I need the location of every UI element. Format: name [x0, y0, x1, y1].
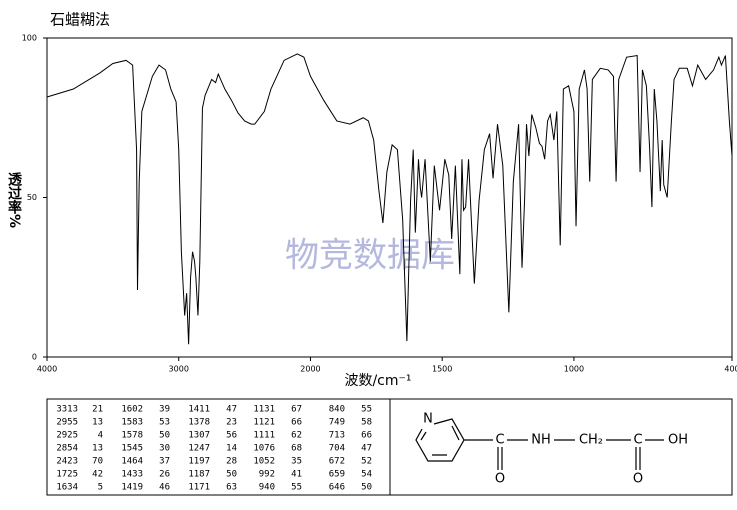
peak-wavenumber: 2854: [56, 444, 78, 454]
peak-wavenumber: 713: [329, 431, 345, 441]
peak-transmittance: 47: [226, 405, 237, 415]
x-tick-label: 2000: [300, 365, 320, 374]
peak-transmittance: 4: [98, 431, 103, 441]
y-axis-label: 透过率%: [6, 172, 22, 228]
peak-transmittance: 47: [361, 444, 372, 454]
peak-wavenumber: 646: [329, 483, 345, 493]
atom-label: C: [495, 433, 504, 448]
ring-double-bonds: [421, 426, 459, 455]
atom-label: N: [423, 412, 433, 427]
peak-transmittance: 63: [226, 483, 237, 493]
peak-wavenumber: 1433: [121, 470, 143, 480]
y-tick-label: 100: [22, 34, 37, 43]
x-tick-label: 1500: [432, 365, 452, 374]
peak-transmittance: 23: [226, 418, 237, 428]
peak-transmittance: 58: [361, 418, 372, 428]
peak-wavenumber: 1419: [121, 483, 143, 493]
x-axis-label: 波数/cm⁻¹: [344, 373, 411, 389]
peak-wavenumber: 940: [259, 483, 275, 493]
peak-wavenumber: 1602: [121, 405, 143, 415]
peak-wavenumber: 1171: [188, 483, 210, 493]
peak-transmittance: 35: [291, 457, 302, 467]
peak-wavenumber: 1307: [188, 431, 210, 441]
spectrum-line: [47, 54, 732, 344]
page: 石蜡糊法 物竞数据库 透过率% 波数/cm⁻¹ 4000300020001500…: [0, 0, 737, 510]
peak-transmittance: 70: [92, 457, 103, 467]
peak-wavenumber: 2955: [56, 418, 78, 428]
peak-wavenumber: 704: [329, 444, 345, 454]
peak-transmittance: 21: [92, 405, 103, 415]
peak-transmittance: 42: [92, 470, 103, 480]
peak-transmittance: 66: [291, 418, 302, 428]
peak-wavenumber: 1583: [121, 418, 143, 428]
peak-transmittance: 50: [159, 431, 170, 441]
peak-transmittance: 5: [98, 483, 103, 493]
peak-wavenumber: 1464: [121, 457, 143, 467]
peak-wavenumber: 1634: [56, 483, 78, 493]
peak-wavenumber: 1076: [253, 444, 275, 454]
peak-wavenumber: 1411: [188, 405, 210, 415]
peak-wavenumber: 659: [329, 470, 345, 480]
atom-label: NH: [531, 433, 551, 448]
peak-transmittance: 66: [361, 431, 372, 441]
peak-wavenumber: 1111: [253, 431, 275, 441]
peak-transmittance: 14: [226, 444, 237, 454]
peak-wavenumber: 992: [259, 470, 275, 480]
peak-transmittance: 55: [361, 405, 372, 415]
x-tick-label: 1000: [564, 365, 584, 374]
peak-transmittance: 53: [159, 418, 170, 428]
peak-wavenumber: 2925: [56, 431, 78, 441]
x-tick-label: 400: [724, 365, 737, 374]
peak-transmittance: 55: [291, 483, 302, 493]
peak-wavenumber: 672: [329, 457, 345, 467]
peak-wavenumber: 749: [329, 418, 345, 428]
peak-transmittance: 28: [226, 457, 237, 467]
peak-wavenumber: 1545: [121, 444, 143, 454]
peak-transmittance: 54: [361, 470, 372, 480]
peak-transmittance: 46: [159, 483, 170, 493]
atom-label: C: [633, 433, 642, 448]
peak-wavenumber: 1725: [56, 470, 78, 480]
peak-wavenumber: 1121: [253, 418, 275, 428]
atom-label: O: [633, 472, 643, 487]
peak-wavenumber: 1247: [188, 444, 210, 454]
peak-wavenumber: 1052: [253, 457, 275, 467]
peak-transmittance: 52: [361, 457, 372, 467]
peak-wavenumber: 3313: [56, 405, 78, 415]
peak-wavenumber: 1197: [188, 457, 210, 467]
atom-label: OH: [668, 433, 688, 448]
atom-label: CH₂: [579, 433, 603, 448]
peak-wavenumber: 1378: [188, 418, 210, 428]
peak-wavenumber: 1578: [121, 431, 143, 441]
peak-transmittance: 50: [361, 483, 372, 493]
peak-transmittance: 37: [159, 457, 170, 467]
atom-label: O: [495, 472, 505, 487]
peak-transmittance: 68: [291, 444, 302, 454]
peak-transmittance: 50: [226, 470, 237, 480]
peak-transmittance: 39: [159, 405, 170, 415]
x-tick-label: 3000: [169, 365, 189, 374]
y-tick-label: 0: [32, 353, 37, 362]
peak-transmittance: 26: [159, 470, 170, 480]
peak-transmittance: 13: [92, 444, 103, 454]
peak-transmittance: 30: [159, 444, 170, 454]
peak-transmittance: 56: [226, 431, 237, 441]
y-tick-label: 50: [27, 193, 37, 202]
peak-wavenumber: 2423: [56, 457, 78, 467]
x-tick-label: 4000: [37, 365, 57, 374]
peak-transmittance: 41: [291, 470, 302, 480]
peak-wavenumber: 1131: [253, 405, 275, 415]
title: 石蜡糊法: [50, 11, 110, 29]
peak-wavenumber: 840: [329, 405, 345, 415]
carbonyl-bonds: [498, 447, 640, 470]
peak-transmittance: 13: [92, 418, 103, 428]
peak-transmittance: 67: [291, 405, 302, 415]
peak-wavenumber: 1187: [188, 470, 210, 480]
peak-transmittance: 62: [291, 431, 302, 441]
